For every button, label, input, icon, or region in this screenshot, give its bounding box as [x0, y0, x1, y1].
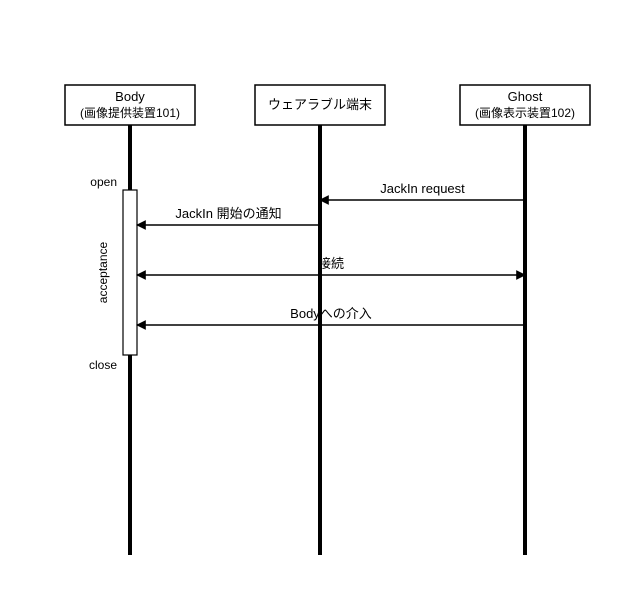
message-label: JackIn 開始の通知: [175, 206, 281, 221]
participant-title: Ghost: [508, 89, 543, 104]
message-label: 接続: [318, 256, 344, 271]
message-label: Bodyへの介入: [290, 306, 372, 321]
message-label: JackIn request: [380, 181, 465, 196]
sequence-diagram: Body(画像提供装置101) ウェアラブル端末 Ghost (画像表示装置102) o…: [0, 0, 640, 595]
participant-subtitle: (画像提供装置101): [80, 105, 180, 120]
participant-subtitle: (画像表示装置102): [475, 106, 575, 120]
activation-close-label: close: [89, 358, 117, 372]
activation-open-label: open: [90, 175, 117, 189]
participant-title: Body: [115, 89, 145, 104]
activation-bar: [123, 190, 137, 355]
participant-title: ウェアラブル端末: [268, 97, 372, 112]
activation-side-label: acceptance: [96, 241, 110, 303]
